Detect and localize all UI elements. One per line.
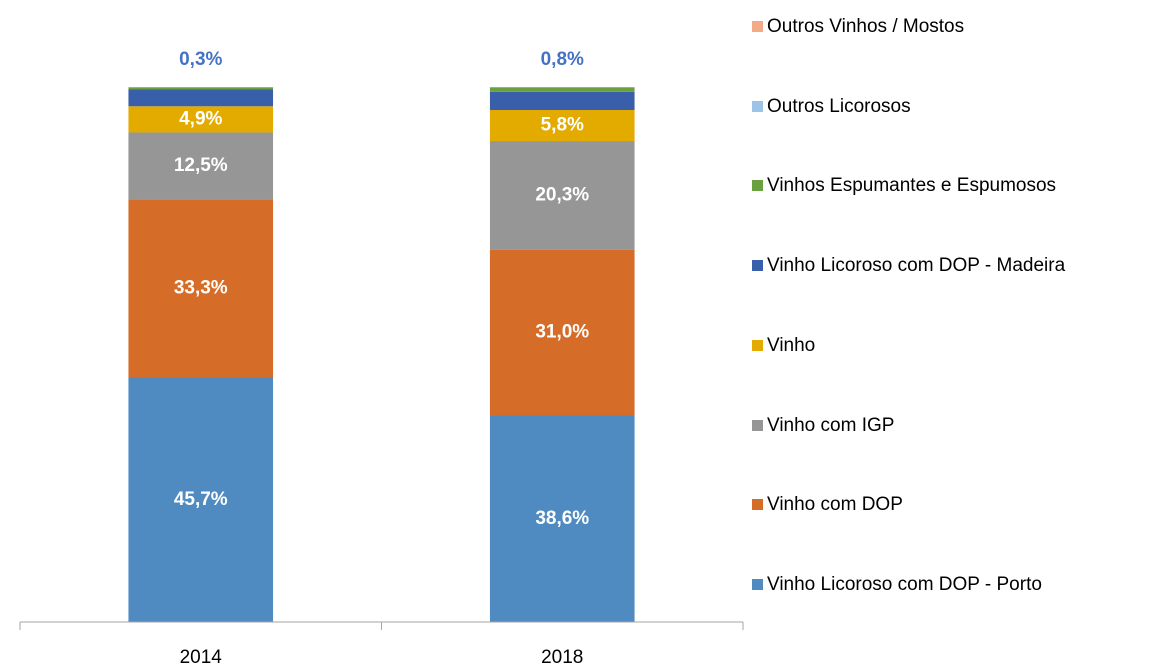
legend-swatch (752, 499, 763, 511)
data-label: 12,5% (174, 155, 228, 176)
legend-label: Outros Licorosos (767, 95, 911, 117)
bar-segment (128, 377, 274, 622)
bar-segment (489, 87, 635, 88)
data-label: 0,3% (179, 49, 222, 70)
legend-item: Outros Vinhos / Mostos (752, 12, 1167, 41)
data-label: 0,8% (541, 49, 584, 70)
bar-segment (128, 89, 274, 107)
data-label: 31,0% (535, 322, 589, 343)
legend-label: Vinhos Espumantes e Espumosos (767, 175, 1057, 197)
legend-label: Vinho Licoroso com DOP - Porto (767, 573, 1042, 595)
bar-segment (128, 106, 274, 133)
data-label: 38,6% (535, 508, 589, 529)
legend-swatch (752, 578, 763, 590)
legend-label: Vinho Licoroso com DOP - Madeira (767, 255, 1066, 277)
bar-segment (489, 110, 635, 142)
legend-swatch (752, 419, 763, 431)
bar-segment (128, 199, 274, 378)
bar-segment (489, 415, 635, 622)
bar-segment (489, 87, 635, 92)
legend-item: Vinho Licoroso com DOP - Madeira (752, 251, 1167, 280)
legend-label: Vinho com DOP (767, 494, 903, 516)
bar-segment (128, 132, 274, 200)
legend-item: Vinho (752, 331, 1167, 360)
legend-label: Vinho (767, 334, 816, 356)
data-label: 4,9% (179, 108, 222, 129)
bar-segment (128, 87, 274, 88)
legend-swatch (752, 339, 763, 351)
bar-segment (489, 141, 635, 250)
legend-item: Vinho Licoroso com DOP - Porto (752, 570, 1167, 599)
data-label: 45,7% (174, 489, 228, 510)
legend-item: Vinho com IGP (752, 411, 1167, 440)
legend-item: Vinho com DOP (752, 490, 1167, 519)
legend-label: Vinho com IGP (767, 414, 895, 436)
legend-item: Vinhos Espumantes e Espumosos (752, 171, 1167, 200)
data-label: 33,3% (174, 277, 228, 298)
bar-segment (489, 249, 635, 416)
data-label: 20,3% (535, 184, 589, 205)
bar-segment (489, 91, 635, 111)
legend-label: Outros Vinhos / Mostos (767, 16, 965, 37)
legend: Vinho Licoroso com DOP - Porto Vinho com … (752, 0, 1167, 667)
x-tick-label: 2018 (541, 647, 583, 667)
bar-segment (128, 87, 274, 90)
data-label: 5,8% (541, 115, 584, 136)
legend-item: Outros Licorosos (752, 92, 1167, 121)
legend-swatch (752, 100, 763, 112)
legend-swatch (752, 180, 763, 192)
legend-swatch (752, 21, 763, 32)
x-tick-label: 2014 (180, 647, 223, 667)
legend-swatch (752, 260, 763, 272)
